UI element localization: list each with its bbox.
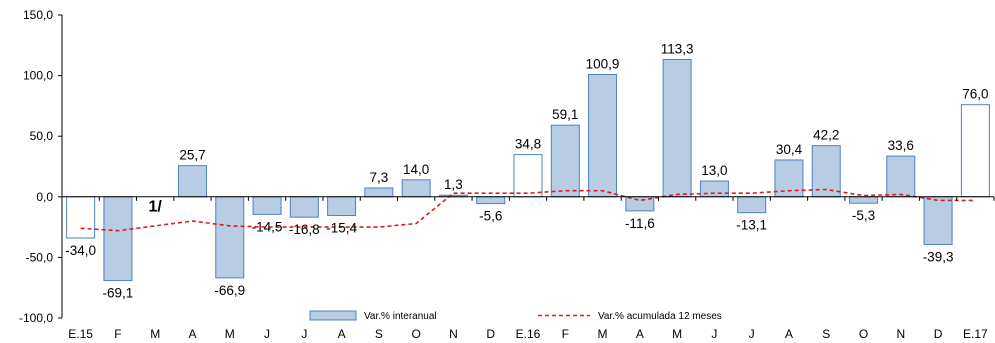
x-tick-label: M	[150, 327, 160, 341]
data-label: -5,3	[852, 208, 875, 223]
bar	[103, 196, 133, 282]
data-label: 100,9	[586, 57, 620, 72]
bar	[364, 187, 394, 198]
x-tick-label: M	[672, 327, 682, 341]
bar	[662, 58, 692, 198]
data-label: -66,9	[214, 283, 245, 298]
cumulative-line	[80, 188, 976, 232]
x-tick-label: E.17	[963, 327, 988, 341]
x-tick-label: O	[411, 327, 420, 341]
y-tick-label: 150,0	[23, 8, 53, 22]
data-label: 113,3	[661, 41, 694, 56]
data-label: 76,0	[962, 87, 988, 102]
x-tick-label: N	[449, 327, 458, 341]
x-tick-label: E.15	[68, 327, 93, 341]
bar	[401, 179, 431, 198]
legend-bar-label: Var.% interanual	[364, 311, 437, 322]
data-labels: -34,0 -69,1 25,7 -66,9 -14,5 -16,8 -15,4 7,3 14,…	[65, 41, 988, 300]
y-tick-label: -50,0	[26, 250, 54, 264]
data-label: -34,0	[65, 243, 96, 258]
bar	[289, 196, 319, 218]
x-axis	[61, 196, 995, 201]
x-tick-label: D	[486, 327, 495, 341]
footnote-marker: 1/	[149, 198, 163, 215]
data-label: 33,6	[888, 138, 914, 153]
y-tick-label: 50,0	[30, 129, 54, 143]
x-tick-label: M	[225, 327, 235, 341]
x-tick-label: F	[114, 327, 121, 341]
x-tick-label: F	[562, 327, 569, 341]
bar	[476, 196, 506, 205]
x-tick-label: D	[934, 327, 943, 341]
data-label: 7,3	[369, 170, 388, 185]
x-tick-labels: E.15 F M A M J J A S O N D E.16 F M A M J J A S O N D E.17	[68, 327, 988, 341]
data-label: 14,0	[403, 162, 429, 177]
bar	[177, 165, 207, 198]
x-tick-label: J	[301, 327, 307, 341]
bar	[849, 196, 879, 204]
data-label: -14,5	[252, 219, 283, 234]
x-tick-label: N	[896, 327, 905, 341]
data-label: 13,0	[701, 163, 727, 178]
data-label: -5,6	[479, 209, 502, 224]
x-tick-label: O	[859, 327, 868, 341]
x-tick-label: J	[711, 327, 717, 341]
bar	[588, 74, 618, 198]
x-tick-label: A	[785, 327, 793, 341]
bar	[327, 196, 357, 216]
bar	[550, 124, 580, 198]
bar	[215, 196, 245, 279]
y-tick-label: 0,0	[36, 190, 53, 204]
x-tick-label: S	[375, 327, 383, 341]
data-label: 30,4	[776, 142, 803, 157]
y-tick-label: 100,0	[23, 69, 53, 83]
data-label: 25,7	[179, 148, 205, 163]
data-label: -69,1	[103, 286, 134, 301]
bar-series	[66, 58, 990, 282]
data-label: -39,3	[923, 249, 954, 264]
x-tick-label: E.16	[516, 327, 541, 341]
x-tick-label: J	[264, 327, 270, 341]
x-tick-label: M	[598, 327, 608, 341]
data-label: -13,1	[736, 218, 767, 233]
data-label: 42,2	[813, 128, 839, 143]
data-label: -16,8	[289, 222, 320, 237]
data-label: 1,3	[444, 177, 463, 192]
data-label: 59,1	[552, 107, 578, 122]
legend: Var.% interanual Var.% acumulada 12 mese…	[309, 310, 722, 322]
data-label: -11,6	[625, 216, 655, 231]
y-axis: 150,0 100,0 50,0 0,0 -50,0 -100,0	[19, 8, 63, 325]
x-tick-label: A	[188, 327, 196, 341]
bar	[252, 196, 282, 215]
bar	[737, 196, 767, 214]
legend-line-label: Var.% acumulada 12 meses	[598, 311, 722, 322]
x-tick-label: S	[822, 327, 830, 341]
line-series	[80, 188, 976, 232]
bar	[66, 196, 96, 239]
data-label: -15,4	[326, 220, 357, 235]
bar	[886, 155, 916, 198]
bar	[513, 154, 543, 198]
bar	[923, 196, 953, 245]
x-tick-label: A	[636, 327, 644, 341]
legend-bar-swatch	[309, 310, 357, 321]
x-tick-label: J	[749, 327, 755, 341]
data-label: 34,8	[515, 137, 541, 152]
y-tick-label: -100,0	[19, 311, 53, 325]
bar	[960, 104, 990, 198]
x-tick-label: A	[338, 327, 346, 341]
bar	[699, 180, 729, 198]
